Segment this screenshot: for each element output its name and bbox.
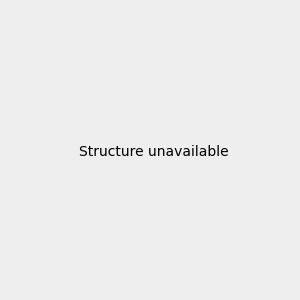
Text: Structure unavailable: Structure unavailable [79, 145, 229, 158]
